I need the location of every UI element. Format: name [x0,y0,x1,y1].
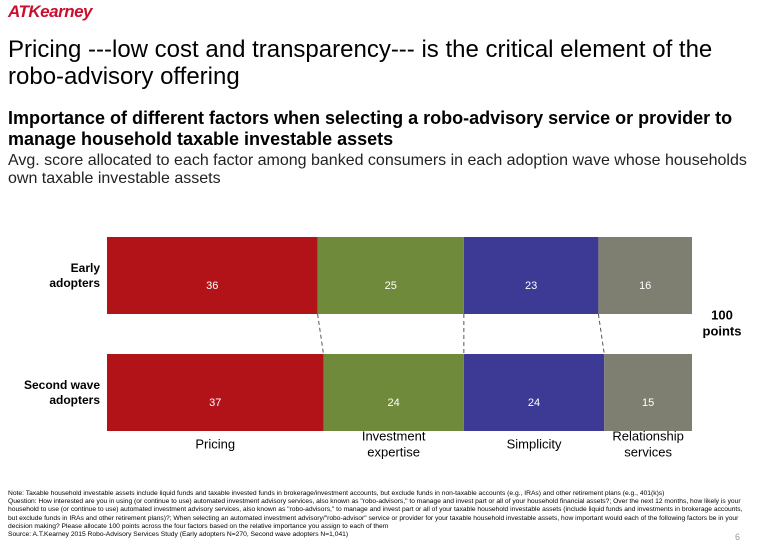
segment-connector [317,313,324,355]
data-label: 36 [206,280,218,292]
segment-connector [597,313,605,355]
series-label: Relationship services [612,429,684,460]
footnotes: Note: Taxable household investable asset… [8,490,743,539]
bar-segment [317,237,464,314]
bar-segment [323,354,464,431]
source-text: Source: A.T.Kearney 2015 Robo-Advisory S… [8,531,349,539]
stacked-bar-chart: Early adopters Second wave adopters 36 25 23 16… [24,237,742,460]
series-label: Investment expertise [362,429,426,460]
category-label: Second wave adopters [24,378,100,407]
chart-subtitle: Importance of different factors when sel… [8,108,733,149]
series-label: Simplicity [507,437,562,452]
data-label: 23 [525,280,537,292]
slide-title: Pricing ---low cost and transparency--- … [8,36,713,90]
data-label: 37 [209,397,221,409]
total-label: 100 points [703,308,742,339]
bar-segment [463,237,599,314]
question-text: Question: How interested are you in usin… [8,498,743,530]
atkearney-logo: ATKearney [8,2,93,21]
chart-description: Avg. score allocated to each factor amon… [8,152,747,187]
data-label: 25 [385,280,397,292]
data-label: 24 [388,397,400,409]
bar-segment [604,354,692,431]
bar-segment [107,354,324,431]
series-label: Pricing [195,437,235,452]
page-number: 6 [734,532,740,542]
data-label: 24 [528,397,540,409]
bar-segment [598,237,692,314]
data-label: 16 [639,280,651,292]
bar-segment [463,354,605,431]
note-text: Note: Taxable household investable asset… [8,490,665,497]
data-label: 15 [642,397,654,409]
category-label: Early adopters [49,261,100,290]
bar-segment [107,237,318,314]
